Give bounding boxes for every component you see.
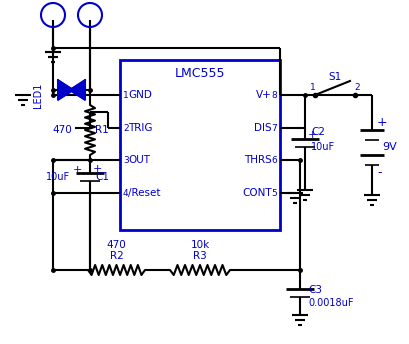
Text: -: -: [376, 166, 380, 180]
Text: C1: C1: [95, 172, 109, 182]
Text: V+: V+: [256, 90, 271, 100]
Text: +: +: [307, 129, 317, 140]
Text: 5: 5: [271, 189, 276, 197]
Text: 6: 6: [271, 155, 276, 164]
Text: THRS: THRS: [244, 155, 271, 165]
Text: 10uF: 10uF: [310, 142, 334, 152]
Text: R2: R2: [109, 251, 123, 261]
Text: S1: S1: [328, 72, 341, 82]
Text: +: +: [376, 116, 387, 129]
Text: 10uF: 10uF: [46, 172, 70, 182]
Text: LED1: LED1: [33, 82, 43, 108]
Text: 2: 2: [353, 83, 359, 92]
Text: R3: R3: [193, 251, 207, 261]
Text: +: +: [93, 164, 102, 174]
Text: GND: GND: [128, 90, 151, 100]
Text: 9V: 9V: [381, 142, 396, 152]
Text: 0.0018uF: 0.0018uF: [307, 298, 353, 308]
Text: OUT: OUT: [128, 155, 150, 165]
Text: 3: 3: [123, 155, 128, 164]
Text: 8: 8: [271, 90, 276, 99]
Text: 470: 470: [52, 125, 72, 135]
Text: +: +: [72, 165, 82, 175]
Text: R1: R1: [95, 125, 108, 135]
Polygon shape: [70, 80, 85, 100]
Text: 1: 1: [123, 90, 128, 99]
Text: 4: 4: [123, 189, 128, 197]
Text: TRIG: TRIG: [128, 123, 152, 133]
Text: 10k: 10k: [190, 240, 209, 250]
Polygon shape: [58, 80, 73, 100]
Text: 470: 470: [106, 240, 126, 250]
Bar: [120, 60, 279, 230]
Text: C3: C3: [307, 285, 321, 295]
Text: 7: 7: [271, 123, 276, 132]
Text: CONT: CONT: [242, 188, 271, 198]
Text: 1: 1: [309, 83, 315, 92]
Text: /Reset: /Reset: [128, 188, 160, 198]
Text: C2: C2: [310, 127, 324, 137]
Text: LMC555: LMC555: [174, 66, 225, 79]
Text: 2: 2: [123, 123, 128, 132]
Text: DIS: DIS: [254, 123, 271, 133]
